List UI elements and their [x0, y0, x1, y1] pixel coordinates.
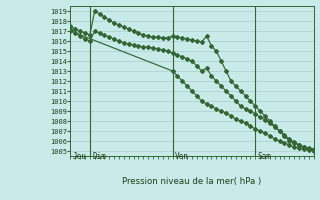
Text: Dim: Dim [92, 152, 106, 161]
Text: Ven: Ven [175, 152, 189, 161]
X-axis label: Pression niveau de la mer( hPa ): Pression niveau de la mer( hPa ) [122, 177, 262, 186]
Text: Sam: Sam [258, 152, 272, 161]
Text: Jeu: Jeu [73, 152, 87, 161]
